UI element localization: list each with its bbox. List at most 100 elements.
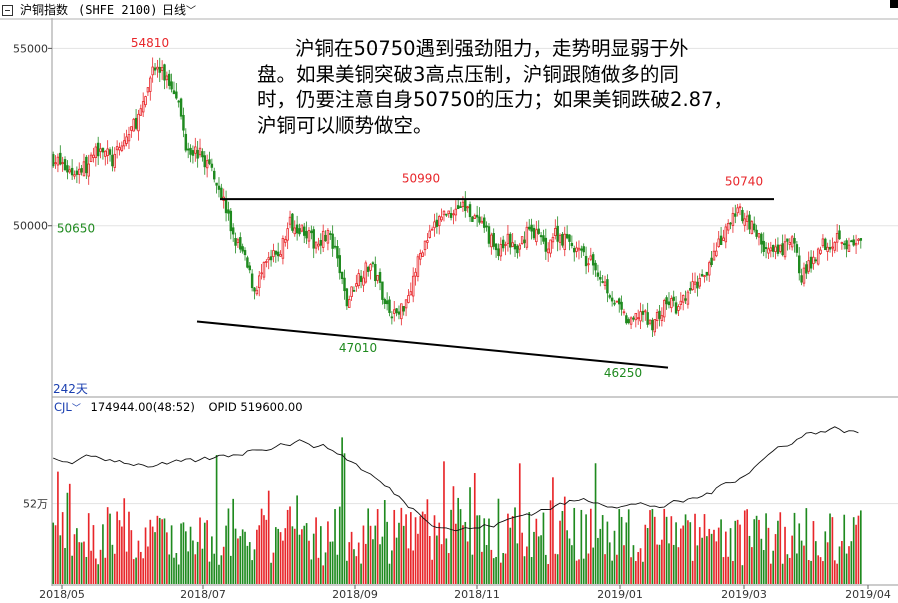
candle-body <box>213 170 216 180</box>
volume-bar <box>409 512 412 584</box>
volume-bar <box>476 515 478 584</box>
volume-bar <box>613 530 616 584</box>
volume-bar <box>312 533 315 584</box>
candle-body <box>850 240 853 243</box>
candle-body <box>634 312 638 321</box>
volume-bar <box>857 515 860 584</box>
volume-bar <box>284 528 287 584</box>
candle-body <box>447 210 450 214</box>
volume-indicator-selector[interactable]: CJL﹀ <box>54 400 81 414</box>
volume-bar <box>265 519 268 584</box>
candle-body <box>854 242 858 246</box>
candle-body <box>530 224 533 232</box>
volume-bar <box>845 553 848 584</box>
candle-body <box>454 208 458 216</box>
volume-bar <box>419 516 422 584</box>
opid-path <box>53 426 859 532</box>
volume-bar <box>473 473 476 584</box>
volume-bar <box>466 541 469 584</box>
volume-bar <box>393 509 396 584</box>
volume-bar <box>698 527 701 584</box>
volume-bar <box>696 545 699 584</box>
volume-bar <box>594 463 597 584</box>
volume-bar <box>644 524 647 584</box>
volume-bar <box>106 507 109 584</box>
collapse-icon[interactable] <box>2 5 13 16</box>
candle-body <box>525 226 529 248</box>
volume-bar <box>113 553 116 584</box>
volume-bar <box>632 545 635 584</box>
volume-bar <box>850 541 853 584</box>
volume-bar <box>462 525 464 584</box>
volume-bar <box>346 560 348 584</box>
period-selector[interactable]: 日线﹀ <box>162 1 196 19</box>
volume-bar <box>710 533 713 584</box>
candle-body <box>494 243 498 251</box>
volume-bar <box>471 554 474 584</box>
candle-body <box>172 90 176 95</box>
candle-body <box>198 147 202 156</box>
instrument-code: (SHFE 2100) <box>78 3 158 17</box>
volume-bar <box>736 519 739 584</box>
candle-body <box>824 238 827 251</box>
volume-bar <box>504 553 507 584</box>
candle-body <box>509 233 512 248</box>
x-tick-label: 2018/11 <box>454 588 500 601</box>
volume-bar <box>625 522 628 584</box>
volume-bar <box>424 514 426 584</box>
candle-body <box>691 281 694 290</box>
volume-bar <box>192 540 194 584</box>
volume-bar <box>703 514 706 584</box>
candle-body <box>293 227 296 235</box>
volume-bar <box>833 560 836 584</box>
volume-bar <box>552 477 554 584</box>
volume-bar <box>651 508 654 584</box>
candle-body <box>80 168 83 173</box>
candle-body <box>644 310 647 313</box>
volume-bar <box>694 513 696 584</box>
annotation-line-1: 沪铜在50750遇到强劲阻力，走势明显弱于外 <box>295 37 689 60</box>
candle-body <box>788 241 791 245</box>
volume-header: CJL﹀ 174944.00(48:52) OPID 519600.00 <box>54 399 303 417</box>
volume-bar <box>163 518 166 584</box>
candle-body <box>504 244 507 246</box>
candle-body <box>615 300 619 303</box>
volume-bar <box>769 563 772 584</box>
candle-body <box>421 252 424 257</box>
volume-bar <box>578 559 580 584</box>
volume-bar <box>786 554 789 584</box>
candle-body <box>629 317 633 325</box>
candle-body <box>388 299 391 313</box>
volume-bar <box>369 525 372 584</box>
volume-bar <box>573 507 576 584</box>
candle-body <box>738 206 742 209</box>
candle-body <box>182 114 185 131</box>
candle-body <box>807 260 810 272</box>
candle-body <box>253 287 256 292</box>
candle-body <box>158 66 161 73</box>
candle-body <box>511 242 514 247</box>
volume-bar <box>457 497 460 584</box>
analysis-annotation: 沪铜在50750遇到强劲阻力，走势明显弱于外 盘。如果美铜突破3高点压制，沪铜跟… <box>257 36 797 138</box>
volume-bar <box>566 530 568 584</box>
candle-body <box>833 242 836 251</box>
volume-bar <box>52 522 55 584</box>
candle-body <box>156 66 159 70</box>
candle-body <box>523 239 526 244</box>
candle-body <box>708 262 711 276</box>
volume-bar <box>232 498 235 584</box>
volume-bar <box>571 545 573 584</box>
candle-body <box>845 240 848 250</box>
candle-body <box>696 281 699 289</box>
volume-bar <box>440 544 443 584</box>
volume-bar <box>732 560 734 584</box>
candle-body <box>764 247 768 249</box>
candle-body <box>779 244 782 252</box>
volume-bar <box>701 537 703 584</box>
candle-body <box>653 319 656 333</box>
candle-body <box>622 311 626 314</box>
candle-body <box>603 281 607 286</box>
volume-bar <box>92 525 95 584</box>
candle-body <box>667 301 671 306</box>
volume-bar <box>220 555 223 584</box>
